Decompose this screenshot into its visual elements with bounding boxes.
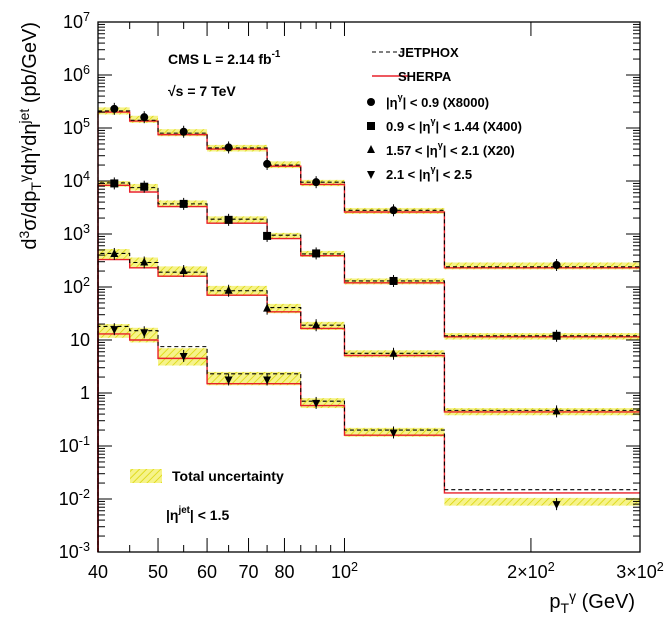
cms-lumi-label: CMS L = 2.14 fb-1	[168, 49, 281, 67]
uncertainty-band	[267, 303, 301, 314]
uncertainty-band	[267, 371, 301, 386]
uncertainty-band	[444, 262, 640, 270]
uncertainty-band	[267, 232, 301, 240]
data-point-triangle-up	[312, 320, 321, 329]
data-point-triangle-up	[263, 303, 272, 312]
data-point-triangle-up	[552, 406, 561, 415]
data-point-circle	[389, 206, 398, 215]
legend-label: 0.9 < |ηγ| < 1.44 (X400)	[386, 116, 522, 134]
legend-marker-triangle-up	[367, 145, 375, 153]
data-points	[110, 102, 561, 511]
x-tick-label: 80	[274, 562, 294, 582]
uncertainty-band	[300, 398, 345, 409]
x-tick-label: 102	[331, 560, 358, 582]
annotations: CMS L = 2.14 fb-1 √s = 7 TeV |ηjet| < 1.5	[166, 49, 281, 523]
uncertainty-band	[300, 321, 345, 330]
y-tick-label: 105	[63, 116, 90, 138]
data-point-circle	[552, 261, 561, 270]
data-point-square	[389, 276, 398, 285]
data-point-square	[224, 215, 233, 224]
data-point-square	[179, 199, 188, 208]
x-axis-title: pTγ (GeV)	[549, 588, 635, 616]
legend-label: |ηγ| < 0.9 (X8000)	[386, 92, 489, 110]
jetphox-curve	[97, 252, 640, 552]
uncertainty-band	[300, 250, 345, 257]
data-point-triangle-down	[224, 376, 233, 385]
data-point-triangle-down	[552, 501, 561, 510]
energy-label: √s = 7 TeV	[168, 83, 236, 99]
y-tick-label: 103	[63, 222, 90, 244]
legend-marker-triangle-down	[367, 171, 375, 179]
jetphox-curve	[97, 110, 640, 552]
data-point-square	[312, 249, 321, 258]
y-axis-title: d3σ/dpTγdηγdηjet (pb/GeV)	[16, 22, 44, 250]
prediction-curves	[97, 110, 640, 552]
data-point-triangle-up	[140, 257, 149, 266]
y-tick-label: 10-2	[59, 487, 90, 509]
axes: 10-3 10-2 10-1 1 10 102 103 104 105 106 107 40 50 60 7…	[16, 10, 664, 616]
data-point-circle	[224, 143, 233, 152]
y-tick-label: 104	[63, 169, 90, 191]
sherpa-curve	[97, 258, 640, 552]
data-point-triangle-up	[179, 266, 188, 275]
data-point-triangle-down	[312, 399, 321, 408]
legend: JETPHOX SHERPA |ηγ| < 0.9 (X8000) 0.9 < |ηγ…	[130, 45, 522, 484]
y-tick-label: 106	[63, 63, 90, 85]
y-tick-label: 10-1	[59, 434, 90, 456]
uncertainty-band	[444, 497, 640, 506]
legend-label: 2.1 < |ηγ| < 2.5	[386, 164, 472, 182]
uncertainty-band	[207, 371, 268, 386]
uncertainty-band	[207, 285, 268, 296]
jetphox-curve	[97, 182, 640, 552]
data-point-circle	[312, 178, 321, 187]
data-point-square	[552, 331, 561, 340]
legend-sherpa-label: SHERPA	[398, 69, 452, 84]
x-tick-label: 60	[197, 562, 217, 582]
data-point-triangle-down	[179, 352, 188, 361]
data-point-square	[263, 231, 272, 240]
x-tick-label: 70	[239, 562, 259, 582]
uncertainty-band	[300, 179, 345, 187]
legend-marker-circle	[367, 98, 375, 106]
data-point-circle	[110, 104, 119, 113]
data-point-triangle-down	[389, 429, 398, 438]
data-point-triangle-down	[140, 329, 149, 338]
x-tick-label: 40	[88, 562, 108, 582]
jet-cut-label: |ηjet| < 1.5	[166, 505, 229, 523]
y-tick-label: 1	[80, 383, 90, 403]
legend-uncertainty-swatch	[130, 469, 162, 483]
data-point-circle	[263, 159, 272, 168]
y-tick-label: 102	[63, 275, 90, 297]
data-point-circle	[179, 127, 188, 136]
x-tick-label: 3×102	[616, 560, 664, 582]
legend-jetphox-label: JETPHOX	[398, 45, 459, 60]
data-point-circle	[140, 113, 149, 122]
y-tick-label: 10-3	[59, 540, 90, 562]
sherpa-curve	[97, 184, 640, 552]
data-point-square	[140, 182, 149, 191]
data-point-triangle-down	[263, 376, 272, 385]
data-point-square	[110, 179, 119, 188]
x-tick-label: 2×102	[507, 560, 555, 582]
x-tick-label: 50	[148, 562, 168, 582]
data-point-triangle-up	[389, 348, 398, 357]
uncertainty-band	[207, 216, 268, 224]
y-tick-label: 10	[70, 330, 90, 350]
legend-label: 1.57 < |ηγ| < 2.1 (X20)	[386, 140, 515, 158]
y-tick-label: 107	[63, 10, 90, 32]
legend-marker-square	[367, 122, 375, 130]
uncertainty-bands	[98, 107, 640, 506]
data-point-triangle-up	[110, 248, 119, 257]
legend-uncertainty-label: Total uncertainty	[172, 468, 284, 484]
sherpa-curve	[97, 333, 640, 552]
data-point-triangle-down	[110, 326, 119, 335]
data-point-triangle-up	[224, 285, 233, 294]
